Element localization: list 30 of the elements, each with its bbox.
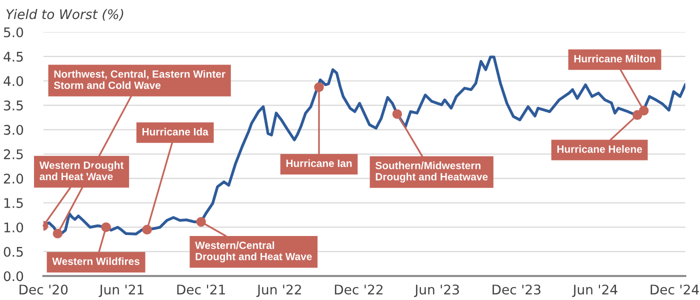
x-tick-label: Dec '20 xyxy=(20,284,68,295)
y-tick-label: 3.0 xyxy=(4,124,24,135)
x-tick-label: Jun '24 xyxy=(572,284,618,297)
annotation: Hurricane Ian xyxy=(286,159,352,168)
annotation: Hurricane Milton xyxy=(574,54,656,62)
x-tick-label: Jun '23 xyxy=(414,284,459,297)
y-tick-label: 1.0 xyxy=(4,222,24,232)
x-tick-label: Dec '22 xyxy=(334,284,382,295)
x-tick-label: Jun '22 xyxy=(256,284,301,297)
annotation: Southern/Midwestern Drought and Heatwave xyxy=(375,162,488,183)
y-tick-label: 2.5 xyxy=(4,149,23,160)
y-tick-label: 4.0 xyxy=(4,76,24,86)
x-tick-label: Dec '21 xyxy=(177,284,225,295)
annotation: Western Wildfires xyxy=(52,257,140,266)
x-tick-label: Dec '24 xyxy=(650,284,699,295)
y-tick-label: 0.5 xyxy=(4,246,23,257)
y-tick-label: 2.0 xyxy=(4,174,24,184)
annotation: Hurricane Ida xyxy=(142,128,208,136)
annotation: Western/Central Drought and Heat Wave xyxy=(195,241,312,262)
x-tick-label: Jun '21 xyxy=(98,284,144,297)
x-tick-label: Dec '23 xyxy=(492,284,540,295)
y-axis-title: Yield to Worst (%) xyxy=(6,9,124,21)
y-tick-label: 5.0 xyxy=(4,27,24,38)
annotation: Western Drought and Heat Wave xyxy=(39,161,124,180)
annotation: Northwest, Central, Eastern Winter Storm and Cold Wave xyxy=(54,70,226,89)
y-tick-label: 1.5 xyxy=(4,198,23,208)
annotation: Hurricane Helene xyxy=(557,145,642,153)
y-tick-label: 4.5 xyxy=(4,52,23,62)
y-tick-label: 3.5 xyxy=(4,100,23,110)
y-tick-label: 0.0 xyxy=(4,271,24,282)
